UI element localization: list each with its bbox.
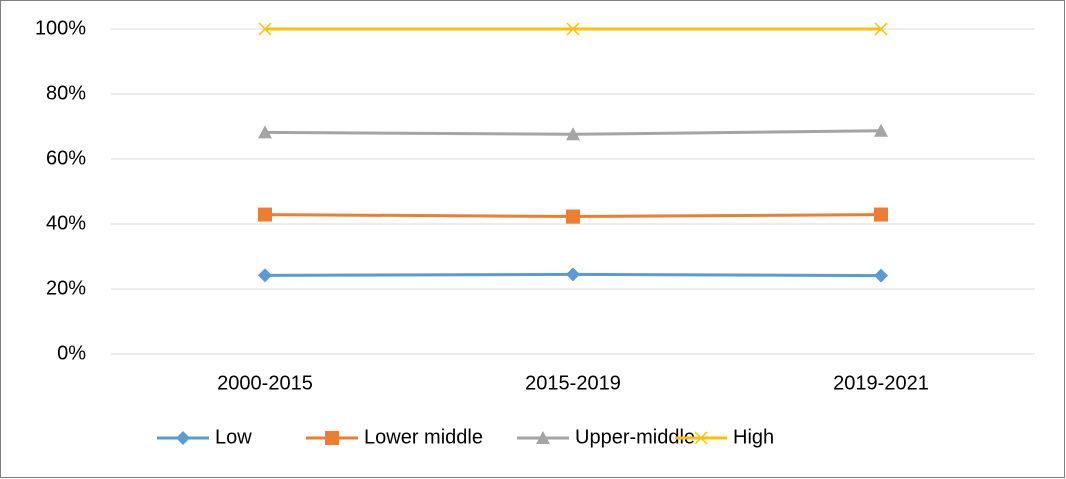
x-tick-label: 2019-2021	[833, 372, 929, 394]
y-tick-label: 80%	[46, 82, 86, 104]
y-tick-label: 20%	[46, 277, 86, 299]
point	[258, 22, 272, 36]
point	[874, 123, 888, 137]
legend-marker	[176, 431, 190, 445]
legend-marker	[694, 431, 708, 445]
point	[258, 125, 272, 139]
y-tick-label: 40%	[46, 212, 86, 234]
y-tick-label: 0%	[57, 342, 86, 364]
point	[258, 207, 272, 222]
y-tick-label: 100%	[35, 17, 86, 39]
legend-label: Upper-middle	[575, 426, 695, 448]
point	[566, 127, 580, 141]
point	[874, 22, 888, 36]
legend-marker	[536, 431, 550, 444]
point	[566, 267, 580, 282]
legend-label: High	[733, 426, 774, 448]
y-tick-label: 60%	[46, 147, 86, 169]
point	[566, 22, 580, 36]
point	[874, 268, 888, 283]
x-tick-label: 2000-2015	[217, 372, 313, 394]
legend-label: Lower middle	[364, 426, 483, 448]
x-tick-label: 2015-2019	[525, 372, 621, 394]
legend-label: Low	[215, 426, 252, 448]
point	[874, 207, 888, 222]
legend-marker	[325, 431, 339, 445]
point	[258, 268, 272, 283]
point	[566, 209, 580, 224]
